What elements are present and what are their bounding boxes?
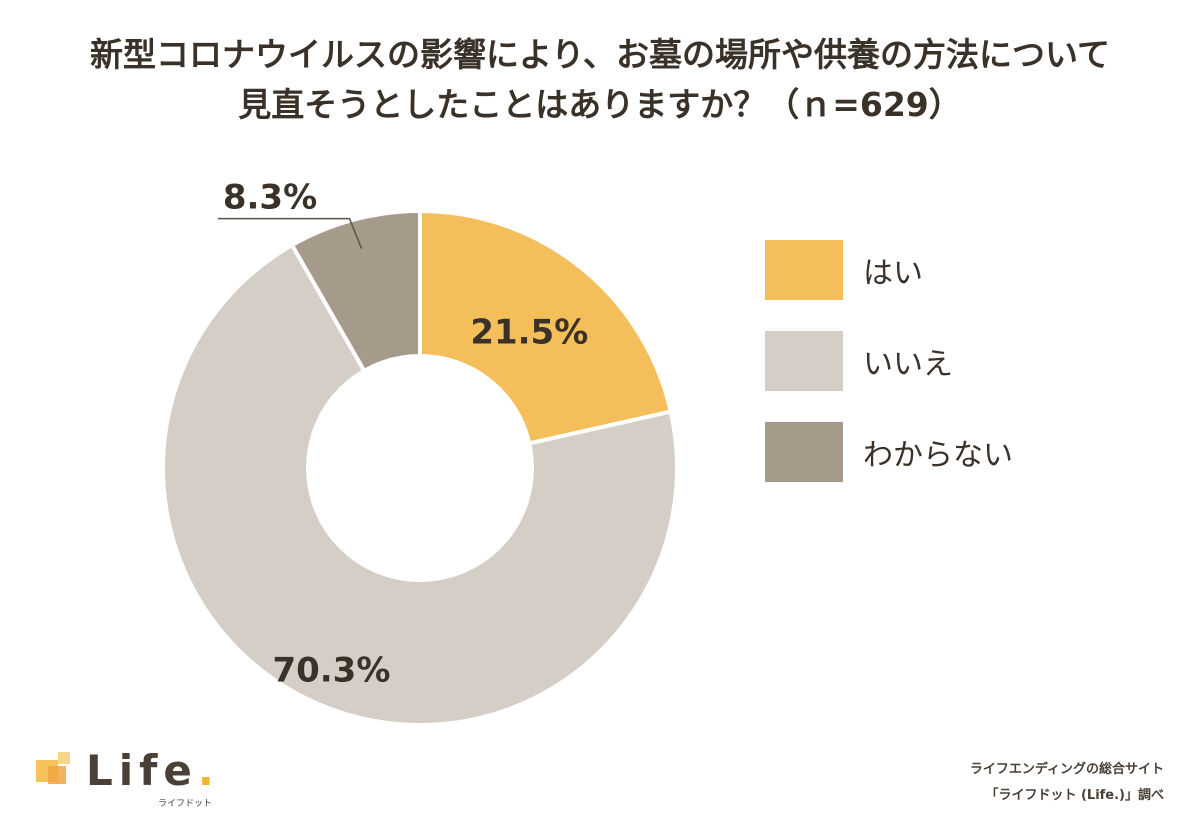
logo-subtitle: ライフドット [158,799,213,809]
legend-swatch-no [765,331,843,391]
legend-item-no: いいえ [765,331,1013,391]
chart-title: 新型コロナウイルスの影響により、お墓の場所や供養の方法について 見直そうとしたこ… [0,30,1200,130]
legend-item-yes: はい [765,240,1013,300]
legend-label-unknown: わからない [863,438,1013,473]
label-yes: 21.5% [470,312,588,352]
slice-no [161,242,679,727]
source-note: ライフエンディングの総合サイト 「ライフドット (Life.)」調べ [970,757,1164,809]
legend-label-no: いいえ [863,347,953,382]
leader-line-unknown [218,217,363,249]
logo-dot: . [197,746,220,795]
slice-yes [418,208,674,446]
legend-swatch-unknown [765,422,843,482]
chart-title-line-2: 見直そうとしたことはありますか？（ｎ=629） [238,85,962,124]
source-line-2: 「ライフドット (Life.)」調べ [985,788,1164,803]
logo-text: Life [86,746,198,795]
legend: はい いいえ わからない [765,240,1013,513]
source-line-1: ライフエンディングの総合サイト [969,762,1164,777]
chart-title-line-1: 新型コロナウイルスの影響により、お墓の場所や供養の方法について [89,35,1111,74]
logo-mark-icon [36,752,70,784]
legend-swatch-yes [765,240,843,300]
label-unknown: 8.3% [223,178,317,218]
legend-label-yes: はい [863,256,923,291]
legend-item-unknown: わからない [765,422,1013,482]
label-no: 70.3% [272,650,390,690]
slice-unknown [289,208,422,374]
logo-wordmark: Life. [86,746,220,795]
